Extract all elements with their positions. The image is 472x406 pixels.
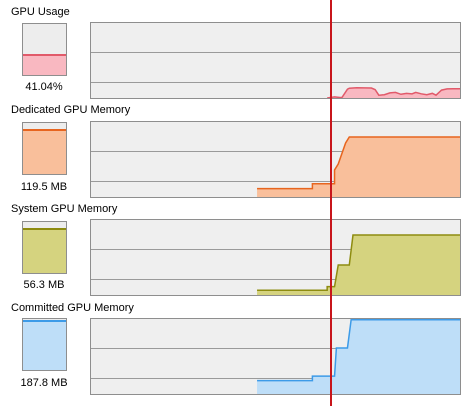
system-gpu-memory-value: 56.3 MB (23, 279, 65, 291)
system-gpu-memory-mini-gauge (22, 221, 67, 274)
committed-gpu-memory-graph (90, 318, 461, 395)
committed-gpu-memory-mini-fill (23, 319, 66, 370)
gpu-usage-title: GPU Usage (11, 6, 70, 18)
graph-area (257, 235, 460, 295)
dedicated-gpu-memory-graph (90, 121, 461, 198)
graph-line (257, 234, 460, 291)
graph-area (257, 137, 460, 197)
committed-gpu-memory-mini-gauge (22, 318, 67, 371)
system-gpu-memory-mini-fill (23, 228, 66, 273)
system-gpu-memory-graph (90, 219, 461, 296)
dedicated-gpu-memory-graph-plot (91, 136, 460, 197)
system-gpu-memory-title: System GPU Memory (11, 203, 118, 215)
gpu-usage-graph (90, 22, 461, 99)
graph-line (257, 319, 460, 382)
gpu-usage-graph-plot (91, 52, 460, 98)
dedicated-gpu-memory-value: 119.5 MB (20, 181, 68, 193)
gpu-usage-mini-fill (23, 54, 66, 75)
gpu-usage-mini-gauge (22, 23, 67, 76)
system-gpu-memory-graph-plot (91, 234, 460, 295)
committed-gpu-memory-value: 187.8 MB (20, 377, 68, 389)
gpu-usage-value: 41.04% (25, 81, 63, 93)
dedicated-gpu-memory-title: Dedicated GPU Memory (11, 104, 131, 116)
dedicated-gpu-memory-mini-gauge (22, 122, 67, 175)
graph-area (257, 319, 460, 394)
committed-gpu-memory-graph-plot (91, 319, 460, 394)
timeline-cursor[interactable] (330, 0, 332, 406)
dedicated-gpu-memory-mini-fill (23, 129, 66, 174)
committed-gpu-memory-title: Committed GPU Memory (11, 302, 134, 314)
graph-line (327, 87, 460, 98)
graph-line (257, 136, 460, 190)
